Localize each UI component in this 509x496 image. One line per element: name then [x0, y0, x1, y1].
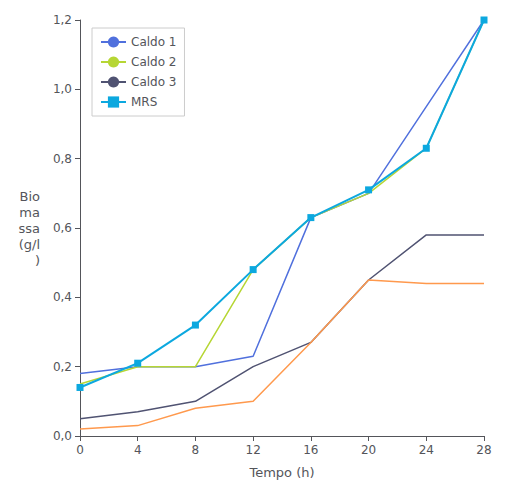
svg-text:Bio: Bio: [20, 189, 41, 204]
svg-text:20: 20: [361, 443, 376, 457]
svg-text:8: 8: [192, 443, 200, 457]
svg-text:Caldo 1: Caldo 1: [131, 35, 176, 49]
svg-text:(g/l: (g/l: [19, 237, 40, 252]
svg-text:0,8: 0,8: [53, 152, 72, 166]
svg-text:): ): [35, 253, 40, 268]
svg-text:24: 24: [419, 443, 434, 457]
svg-text:Tempo (h): Tempo (h): [248, 465, 314, 480]
svg-text:28: 28: [476, 443, 491, 457]
svg-text:ssa: ssa: [18, 221, 40, 236]
svg-text:0,2: 0,2: [53, 360, 72, 374]
svg-text:Caldo 3: Caldo 3: [131, 75, 176, 89]
svg-text:MRS: MRS: [131, 95, 157, 109]
svg-text:0,4: 0,4: [53, 290, 72, 304]
svg-text:0,0: 0,0: [53, 429, 72, 443]
svg-text:1,2: 1,2: [53, 13, 72, 27]
svg-text:0: 0: [76, 443, 84, 457]
svg-text:16: 16: [303, 443, 318, 457]
svg-text:4: 4: [134, 443, 142, 457]
svg-text:0,6: 0,6: [53, 221, 72, 235]
svg-text:Caldo 2: Caldo 2: [131, 55, 176, 69]
svg-text:1,0: 1,0: [53, 82, 72, 96]
svg-text:12: 12: [246, 443, 261, 457]
svg-text:ma: ma: [19, 205, 40, 220]
